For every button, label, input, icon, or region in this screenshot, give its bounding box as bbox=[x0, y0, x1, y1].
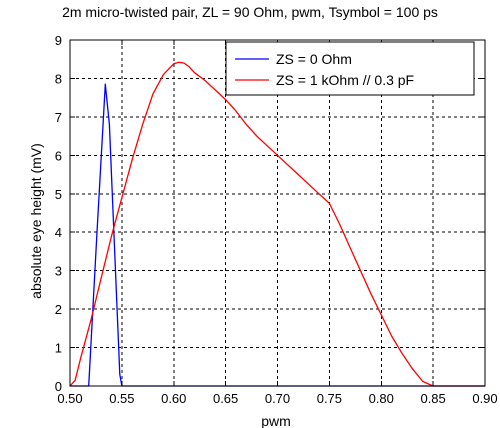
x-tick-label: 0.80 bbox=[369, 391, 394, 406]
y-tick-label: 0 bbox=[55, 379, 62, 394]
y-tick-label: 6 bbox=[55, 148, 62, 163]
legend-label-zs-0-ohm: ZS = 0 Ohm bbox=[276, 51, 352, 67]
y-tick-label: 4 bbox=[55, 225, 62, 240]
legend-box bbox=[225, 41, 475, 96]
legend: ZS = 0 Ohm ZS = 1 kOhm // 0.3 pF bbox=[225, 41, 475, 96]
y-tick-label: 3 bbox=[55, 264, 62, 279]
x-tick-label: 0.65 bbox=[213, 391, 238, 406]
y-tick-label: 2 bbox=[55, 302, 62, 317]
y-axis-label: absolute eye height (mV) bbox=[28, 143, 44, 299]
x-tick-label: 0.75 bbox=[317, 391, 342, 406]
x-tick-label: 0.85 bbox=[420, 391, 445, 406]
y-tick-label: 8 bbox=[55, 71, 62, 86]
x-tick-label: 0.60 bbox=[161, 391, 186, 406]
x-tick-label: 0.90 bbox=[472, 391, 497, 406]
y-tick-label: 7 bbox=[55, 110, 62, 125]
legend-label-zs-1-kohm: ZS = 1 kOhm // 0.3 pF bbox=[276, 72, 414, 88]
x-tick-label: 0.55 bbox=[109, 391, 134, 406]
x-tick-label: 0.50 bbox=[57, 391, 82, 406]
chart-title: 2m micro-twisted pair, ZL = 90 Ohm, pwm,… bbox=[62, 4, 438, 20]
y-tick-label: 1 bbox=[55, 341, 62, 356]
series-line-1 bbox=[69, 61, 485, 387]
grid bbox=[70, 40, 485, 386]
ticks: 0.50 0.55 0.60 0.65 0.70 0.75 0.80 0.85 0.90 0 1 2 3… bbox=[55, 33, 498, 406]
series-layer bbox=[69, 61, 485, 387]
x-axis-label: pwm bbox=[261, 413, 291, 428]
y-tick-label: 5 bbox=[55, 187, 62, 202]
x-tick-label: 0.70 bbox=[265, 391, 290, 406]
y-tick-label: 9 bbox=[55, 33, 62, 48]
